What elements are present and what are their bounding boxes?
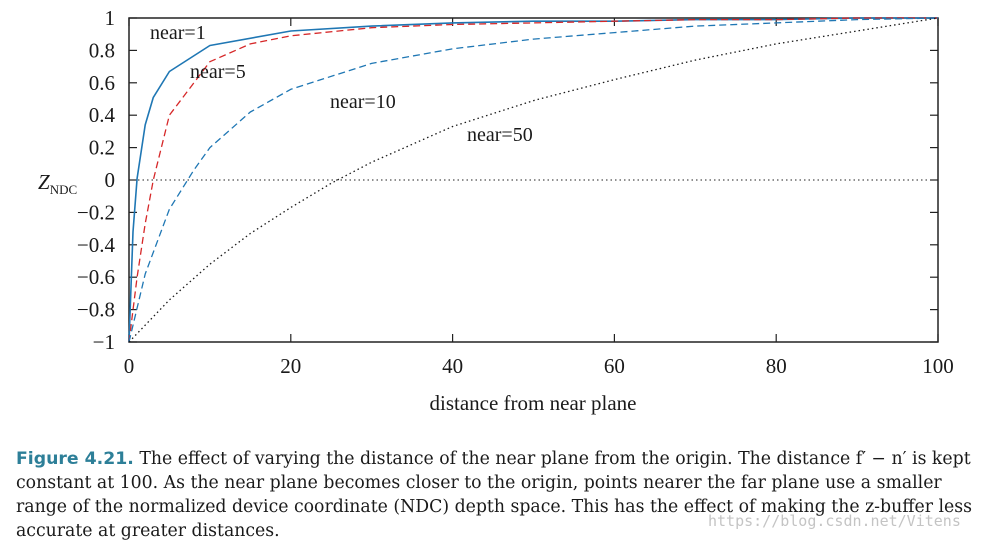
x-tick-label: 80 — [766, 354, 787, 378]
plot-frame — [128, 17, 939, 343]
y-tick-label: −0.6 — [77, 265, 115, 289]
series-label-near-10: near=10 — [330, 91, 396, 113]
watermark: https://blog.csdn.net/Vitens — [708, 512, 961, 530]
chart-axes-layer — [128, 17, 939, 343]
series-line-near-1 — [128, 17, 938, 343]
x-tick-label: 20 — [280, 354, 301, 378]
depth-chart: 0 20 40 60 80 100 1 0.8 0.6 0.4 0.2 0 −0.2 −0.4 −0.6 −0… — [38, 6, 954, 415]
y-tick-label: −0.4 — [77, 233, 116, 257]
y-tick-label: 1 — [105, 6, 116, 30]
x-tick-label: 100 — [922, 354, 954, 378]
series-line-near-5 — [128, 17, 938, 343]
chart-labels-layer: 0 20 40 60 80 100 1 0.8 0.6 0.4 0.2 0 −0.2 −0.4 −0.6 −0… — [77, 6, 954, 378]
y-tick-label: 0.8 — [89, 38, 115, 62]
y-tick-label: 0.6 — [89, 71, 115, 95]
figure-caption: Figure 4.21. The effect of varying the d… — [16, 447, 986, 543]
series-line-near-50 — [128, 17, 939, 343]
x-tick-label: 0 — [124, 354, 135, 378]
y-axis-label: ZNDC — [38, 170, 77, 197]
figure-label: Figure 4.21. — [16, 449, 134, 469]
caption-text: The effect of varying the distance of th… — [16, 449, 972, 541]
y-tick-label: 0.4 — [89, 103, 116, 127]
series-label-near-50: near=50 — [467, 124, 533, 146]
y-tick-label: 0 — [105, 168, 116, 192]
x-tick-label: 40 — [442, 354, 463, 378]
y-axis-label-sub: NDC — [50, 182, 77, 197]
y-tick-label: −1 — [93, 330, 115, 354]
series-label-near-5: near=5 — [190, 61, 246, 83]
series-label-near-1: near=1 — [150, 22, 206, 44]
chart-series-layer — [128, 17, 939, 343]
y-tick-label: −0.2 — [77, 200, 115, 224]
series-line-near-10 — [128, 17, 939, 343]
y-tick-label: 0.2 — [89, 136, 115, 160]
y-tick-label: −0.8 — [77, 298, 115, 322]
x-axis-label: distance from near plane — [430, 391, 637, 415]
x-tick-label: 60 — [604, 354, 625, 378]
y-axis-label-main: Z — [38, 170, 50, 194]
